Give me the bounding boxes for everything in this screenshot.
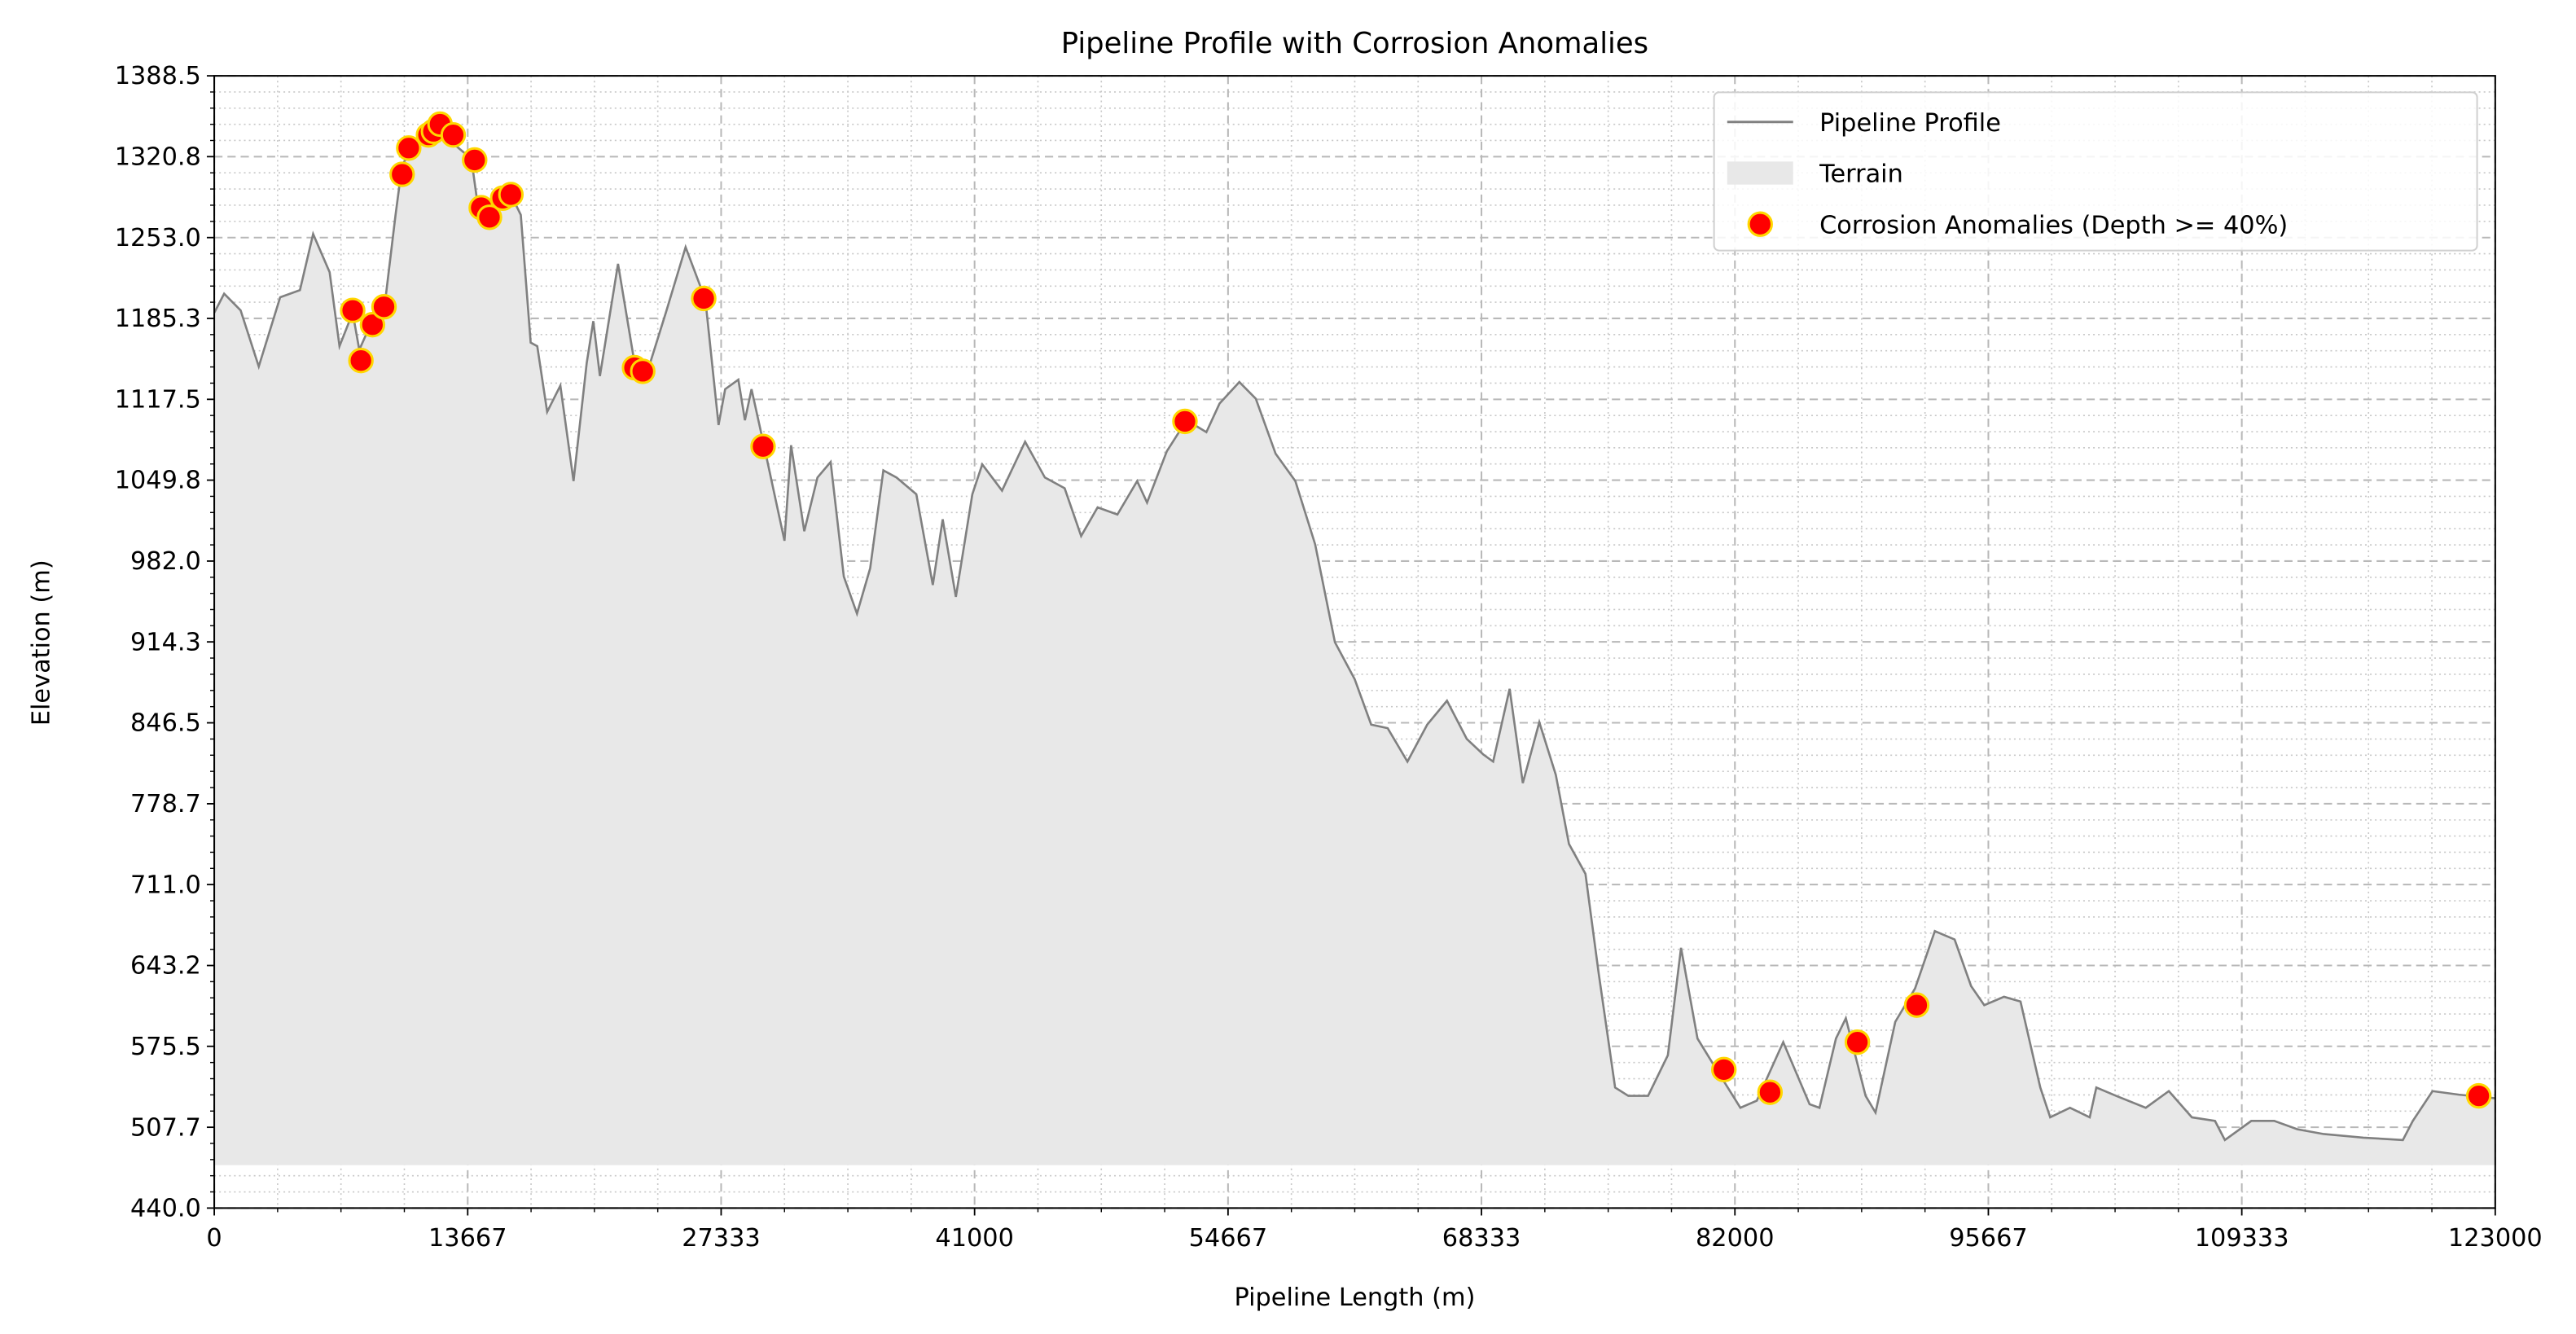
x-tick-label: 68333 (1442, 1224, 1521, 1253)
legend-label: Corrosion Anomalies (Depth >= 40%) (1819, 211, 2288, 239)
profile-line (213, 124, 2495, 1142)
anomaly-point (2465, 1082, 2492, 1109)
legend-patch (1727, 161, 1793, 185)
anomaly-point (1172, 408, 1198, 435)
y-tick-label: 440.0 (130, 1194, 201, 1222)
anomaly-point (1844, 1029, 1871, 1055)
anomaly-point (462, 147, 488, 173)
y-tick-label: 982.0 (130, 547, 201, 576)
legend-label: Pipeline Profile (1819, 109, 2001, 138)
anomaly-point (630, 358, 656, 384)
y-tick-label: 575.5 (130, 1033, 201, 1061)
x-tick-label: 123000 (2448, 1224, 2543, 1253)
y-tick-label: 1185.3 (115, 305, 201, 333)
anomaly-point (371, 294, 397, 320)
grid (213, 75, 2496, 1209)
y-tick-label: 1117.5 (115, 385, 201, 414)
y-tick-label: 711.0 (130, 871, 201, 899)
anomaly-point (359, 312, 386, 338)
anomaly-point (1711, 1056, 1737, 1083)
legend-marker (1747, 211, 1773, 237)
plot-area (213, 111, 2495, 1165)
terrain-area (214, 125, 2495, 1165)
x-tick-label: 82000 (1696, 1224, 1775, 1253)
legend-box (1713, 91, 2478, 252)
y-tick-label: 1388.5 (115, 62, 201, 90)
x-tick-label: 0 (206, 1224, 222, 1253)
y-tick-label: 1320.8 (115, 143, 201, 171)
anomaly-point (1903, 992, 1930, 1018)
y-tick-label: 1253.0 (115, 224, 201, 252)
y-tick-label: 643.2 (130, 952, 201, 981)
y-tick-label: 778.7 (130, 790, 201, 818)
axes: 0 13667 27333 41000 54667 68333 82000 95667 1093… (115, 62, 2543, 1253)
y-tick-label: 846.5 (130, 709, 201, 738)
anomaly-point (440, 121, 467, 148)
legend: Pipeline Profile Terrain Corrosion Anomali… (1713, 91, 2478, 252)
anomaly-point (389, 161, 415, 187)
anomaly-point (340, 297, 366, 323)
axes-frame (213, 75, 2496, 1209)
x-axis-label: Pipeline Length (m) (1234, 1284, 1475, 1312)
anomaly-point (498, 182, 524, 208)
anomaly-point (396, 135, 422, 161)
x-tick-label: 13667 (428, 1224, 507, 1253)
x-tick-label: 109333 (2195, 1224, 2289, 1253)
anomaly-point (1757, 1079, 1784, 1105)
y-tick-label: 1049.8 (115, 467, 201, 495)
x-tick-label: 95667 (1949, 1224, 2028, 1253)
x-tick-label: 27333 (682, 1224, 761, 1253)
y-tick-label: 507.7 (130, 1113, 201, 1142)
y-tick-label: 914.3 (130, 628, 201, 656)
anomaly-point (476, 204, 502, 230)
chart-title: Pipeline Profile with Corrosion Anomalie… (1061, 27, 1648, 60)
x-tick-label: 54667 (1189, 1224, 1268, 1253)
anomaly-point (750, 433, 776, 459)
anomaly-point (691, 285, 717, 312)
x-tick-label: 41000 (935, 1224, 1014, 1253)
legend-label: Terrain (1819, 160, 1903, 189)
y-axis-label: Elevation (m) (28, 559, 56, 726)
anomaly-point (348, 348, 374, 374)
